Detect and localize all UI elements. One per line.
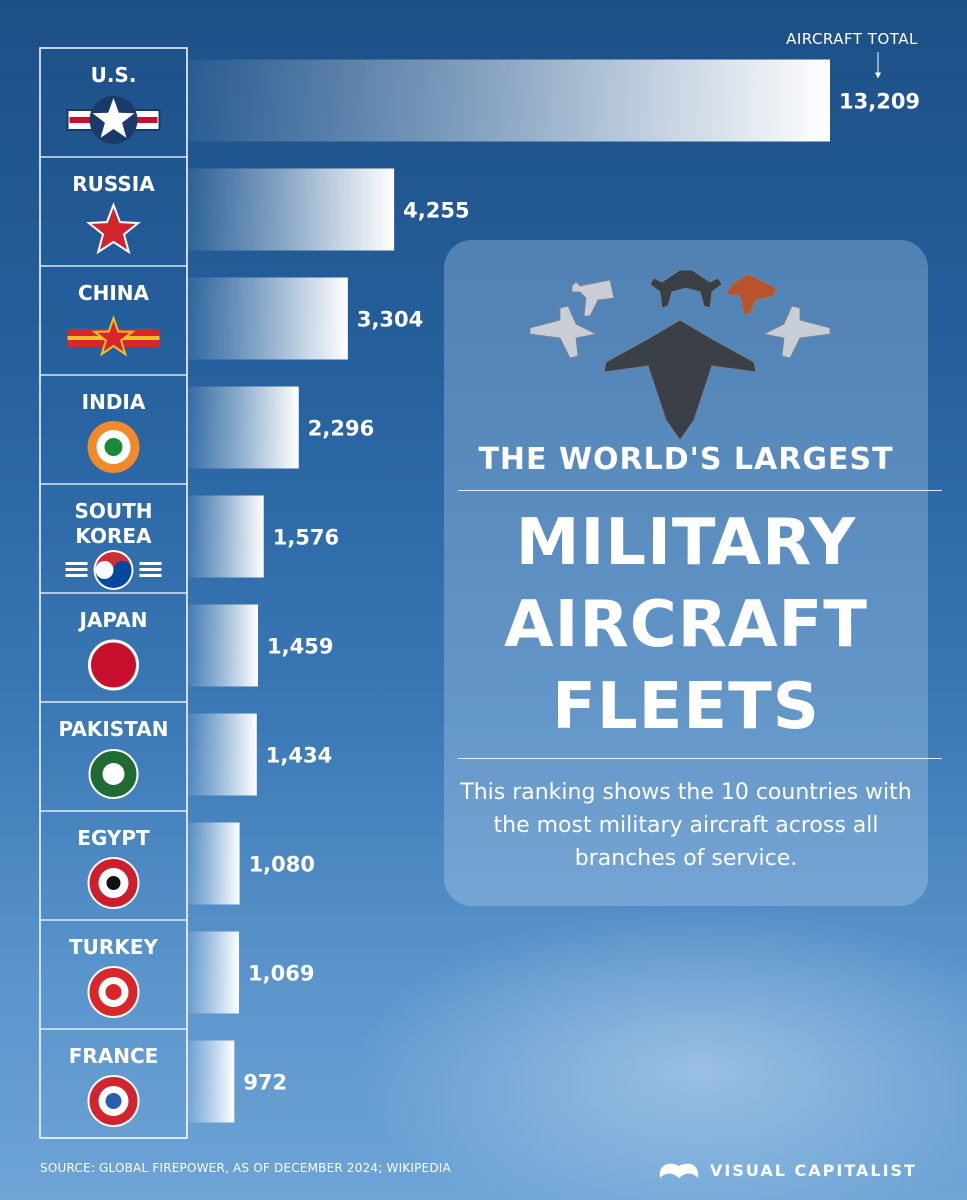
bar xyxy=(187,277,348,360)
title-line: AIRCRAFT xyxy=(504,588,868,662)
title-line: FLEETS xyxy=(552,670,820,744)
value-label: 2,296 xyxy=(308,417,374,441)
value-label: 4,255 xyxy=(403,199,469,223)
chart-kicker: THE WORLD'S LARGEST xyxy=(478,442,894,477)
south-korea-roundel-icon xyxy=(65,550,162,590)
title-line: MILITARY xyxy=(515,506,857,580)
value-label: 972 xyxy=(243,1071,287,1095)
value-label: 13,209 xyxy=(839,90,920,114)
bar xyxy=(187,495,264,578)
country-label: SOUTH KOREA xyxy=(74,499,152,548)
annotation-label: AIRCRAFT TOTAL xyxy=(786,30,918,48)
bar xyxy=(187,1040,235,1123)
annotation-arrowhead xyxy=(875,72,881,79)
source-note: SOURCE: GLOBAL FIREPOWER, AS OF DECEMBER… xyxy=(40,1161,451,1175)
value-label: 3,304 xyxy=(357,308,423,332)
visual-capitalist-logo-icon xyxy=(659,1163,699,1178)
value-label: 1,576 xyxy=(273,526,339,550)
brand-logo: VISUAL CAPITALIST xyxy=(656,1156,917,1184)
bar xyxy=(187,59,830,142)
country-label: JAPAN xyxy=(78,608,148,632)
chart-title: MILITARY AIRCRAFT FLEETS xyxy=(444,502,928,748)
country-label: PAKISTAN xyxy=(59,717,169,741)
divider-bottom xyxy=(458,758,942,759)
country-label: INDIA xyxy=(82,390,146,414)
aircraft-total-annotation: AIRCRAFT TOTAL xyxy=(786,30,918,79)
value-label: 1,459 xyxy=(267,635,333,659)
value-label: 1,434 xyxy=(266,744,332,768)
value-label: 1,080 xyxy=(249,853,315,877)
country-label: FRANCE xyxy=(69,1044,159,1068)
bar xyxy=(187,713,257,796)
pakistan-roundel-icon xyxy=(88,749,139,799)
bar xyxy=(187,168,395,251)
turkey-roundel-icon xyxy=(87,966,140,1018)
egypt-roundel-icon xyxy=(87,857,140,909)
fighter-jets-illustration xyxy=(529,269,831,441)
value-label: 1,069 xyxy=(248,962,314,986)
russia-star-icon xyxy=(86,202,141,255)
bar xyxy=(187,931,240,1014)
country-label: RUSSIA xyxy=(72,172,155,196)
chart-subtitle: This ranking shows the 10 countries with… xyxy=(460,780,912,871)
japan-roundel-icon xyxy=(88,639,139,691)
country-label: CHINA xyxy=(78,281,150,305)
brand-name: VISUAL CAPITALIST xyxy=(710,1160,917,1180)
bar xyxy=(187,386,299,469)
bar xyxy=(187,822,240,905)
country-label: EGYPT xyxy=(77,826,150,850)
divider-top xyxy=(458,490,942,491)
india-roundel-icon xyxy=(87,421,140,473)
france-roundel-icon xyxy=(87,1075,140,1127)
us-roundel-icon xyxy=(66,96,161,144)
country-label: TURKEY xyxy=(69,935,158,959)
background-glow xyxy=(350,900,967,1200)
china-roundel-icon xyxy=(67,314,160,357)
bar xyxy=(187,604,259,687)
country-label: U.S. xyxy=(91,63,137,87)
